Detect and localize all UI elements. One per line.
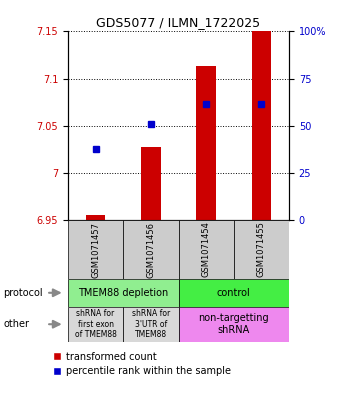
Text: GSM1071457: GSM1071457 bbox=[91, 222, 100, 277]
Legend: transformed count, percentile rank within the sample: transformed count, percentile rank withi… bbox=[49, 348, 235, 380]
Text: control: control bbox=[217, 288, 251, 298]
Bar bbox=[68, 220, 123, 279]
Bar bbox=[252, 31, 271, 220]
Bar bbox=[234, 220, 289, 279]
Bar bbox=[68, 307, 123, 342]
Bar bbox=[178, 220, 234, 279]
Title: GDS5077 / ILMN_1722025: GDS5077 / ILMN_1722025 bbox=[97, 16, 260, 29]
Text: other: other bbox=[3, 319, 29, 329]
Text: shRNA for
first exon
of TMEM88: shRNA for first exon of TMEM88 bbox=[75, 309, 117, 339]
Bar bbox=[86, 215, 105, 220]
Bar bbox=[178, 307, 289, 342]
Bar bbox=[197, 66, 216, 220]
Bar bbox=[68, 279, 178, 307]
Text: GSM1071455: GSM1071455 bbox=[257, 222, 266, 277]
Bar bbox=[141, 147, 160, 220]
Text: GSM1071454: GSM1071454 bbox=[202, 222, 210, 277]
Text: TMEM88 depletion: TMEM88 depletion bbox=[78, 288, 168, 298]
Bar bbox=[178, 279, 289, 307]
Bar bbox=[123, 307, 178, 342]
Bar bbox=[123, 220, 178, 279]
Text: non-targetting
shRNA: non-targetting shRNA bbox=[199, 314, 269, 335]
Text: protocol: protocol bbox=[3, 288, 43, 298]
Text: shRNA for
3'UTR of
TMEM88: shRNA for 3'UTR of TMEM88 bbox=[132, 309, 170, 339]
Text: GSM1071456: GSM1071456 bbox=[147, 222, 155, 277]
